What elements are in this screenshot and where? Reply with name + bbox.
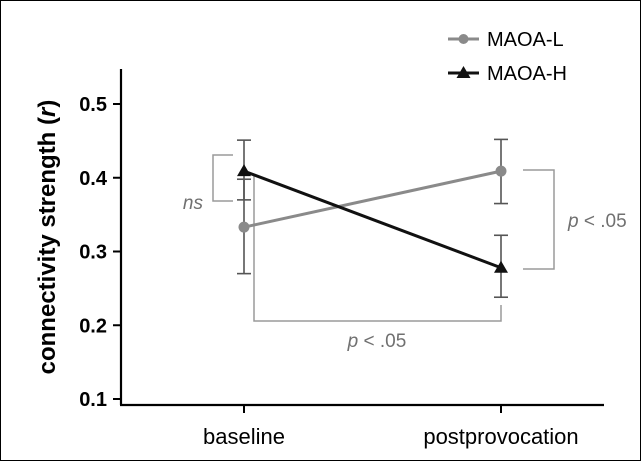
annotation-across-rest: < .05 [358,331,406,352]
series-line [243,169,502,229]
y-axis-title-close: ) [34,100,61,108]
y-tick-label: 0.4 [79,168,108,190]
bracket-baseline [212,154,233,202]
y-axis-title-text: connectivity strength ( [34,117,61,374]
series-line [243,169,502,270]
annotation-across-symbol: p [347,331,359,352]
data-point [237,164,251,177]
series-maoa-h [237,139,508,299]
annotation-baseline-label: ns [183,193,204,214]
y-axis-title: connectivity strength (r) [34,100,61,375]
legend-marker-maoa-h [456,66,471,78]
data-point [238,221,250,233]
bracket-postprovocation [523,169,555,270]
data-point [495,165,507,177]
annotation-postprovocation-label: p < .05 [567,211,627,232]
significance-annotations: ns p < .05 p < .05 [183,154,627,352]
y-tick-label: 0.5 [79,94,107,116]
series-layer [237,138,508,299]
legend-marker-maoa-l [458,34,469,44]
legend-label-maoa-h: MAOA-H [487,63,567,85]
legend: MAOA-L MAOA-H [448,29,567,85]
bracket-across [253,175,502,322]
legend-label-maoa-l: MAOA-L [487,29,564,51]
x-tick-label: postprovocation [423,424,578,449]
annotation-postprovocation-symbol: p [567,211,579,232]
y-tick-label: 0.2 [79,315,107,337]
x-tick-label: baseline [203,424,285,449]
data-point [494,260,508,273]
annotation-postprovocation-rest: < .05 [579,211,627,232]
y-tick-label: 0.1 [79,389,107,411]
y-tick-label: 0.3 [79,242,107,264]
x-ticks: baseline postprovocation [203,405,579,449]
y-ticks: 0.1 0.2 0.3 0.4 0.5 [79,94,121,411]
annotation-across-label: p < .05 [347,331,407,352]
y-axis-title-symbol: r [34,106,61,117]
